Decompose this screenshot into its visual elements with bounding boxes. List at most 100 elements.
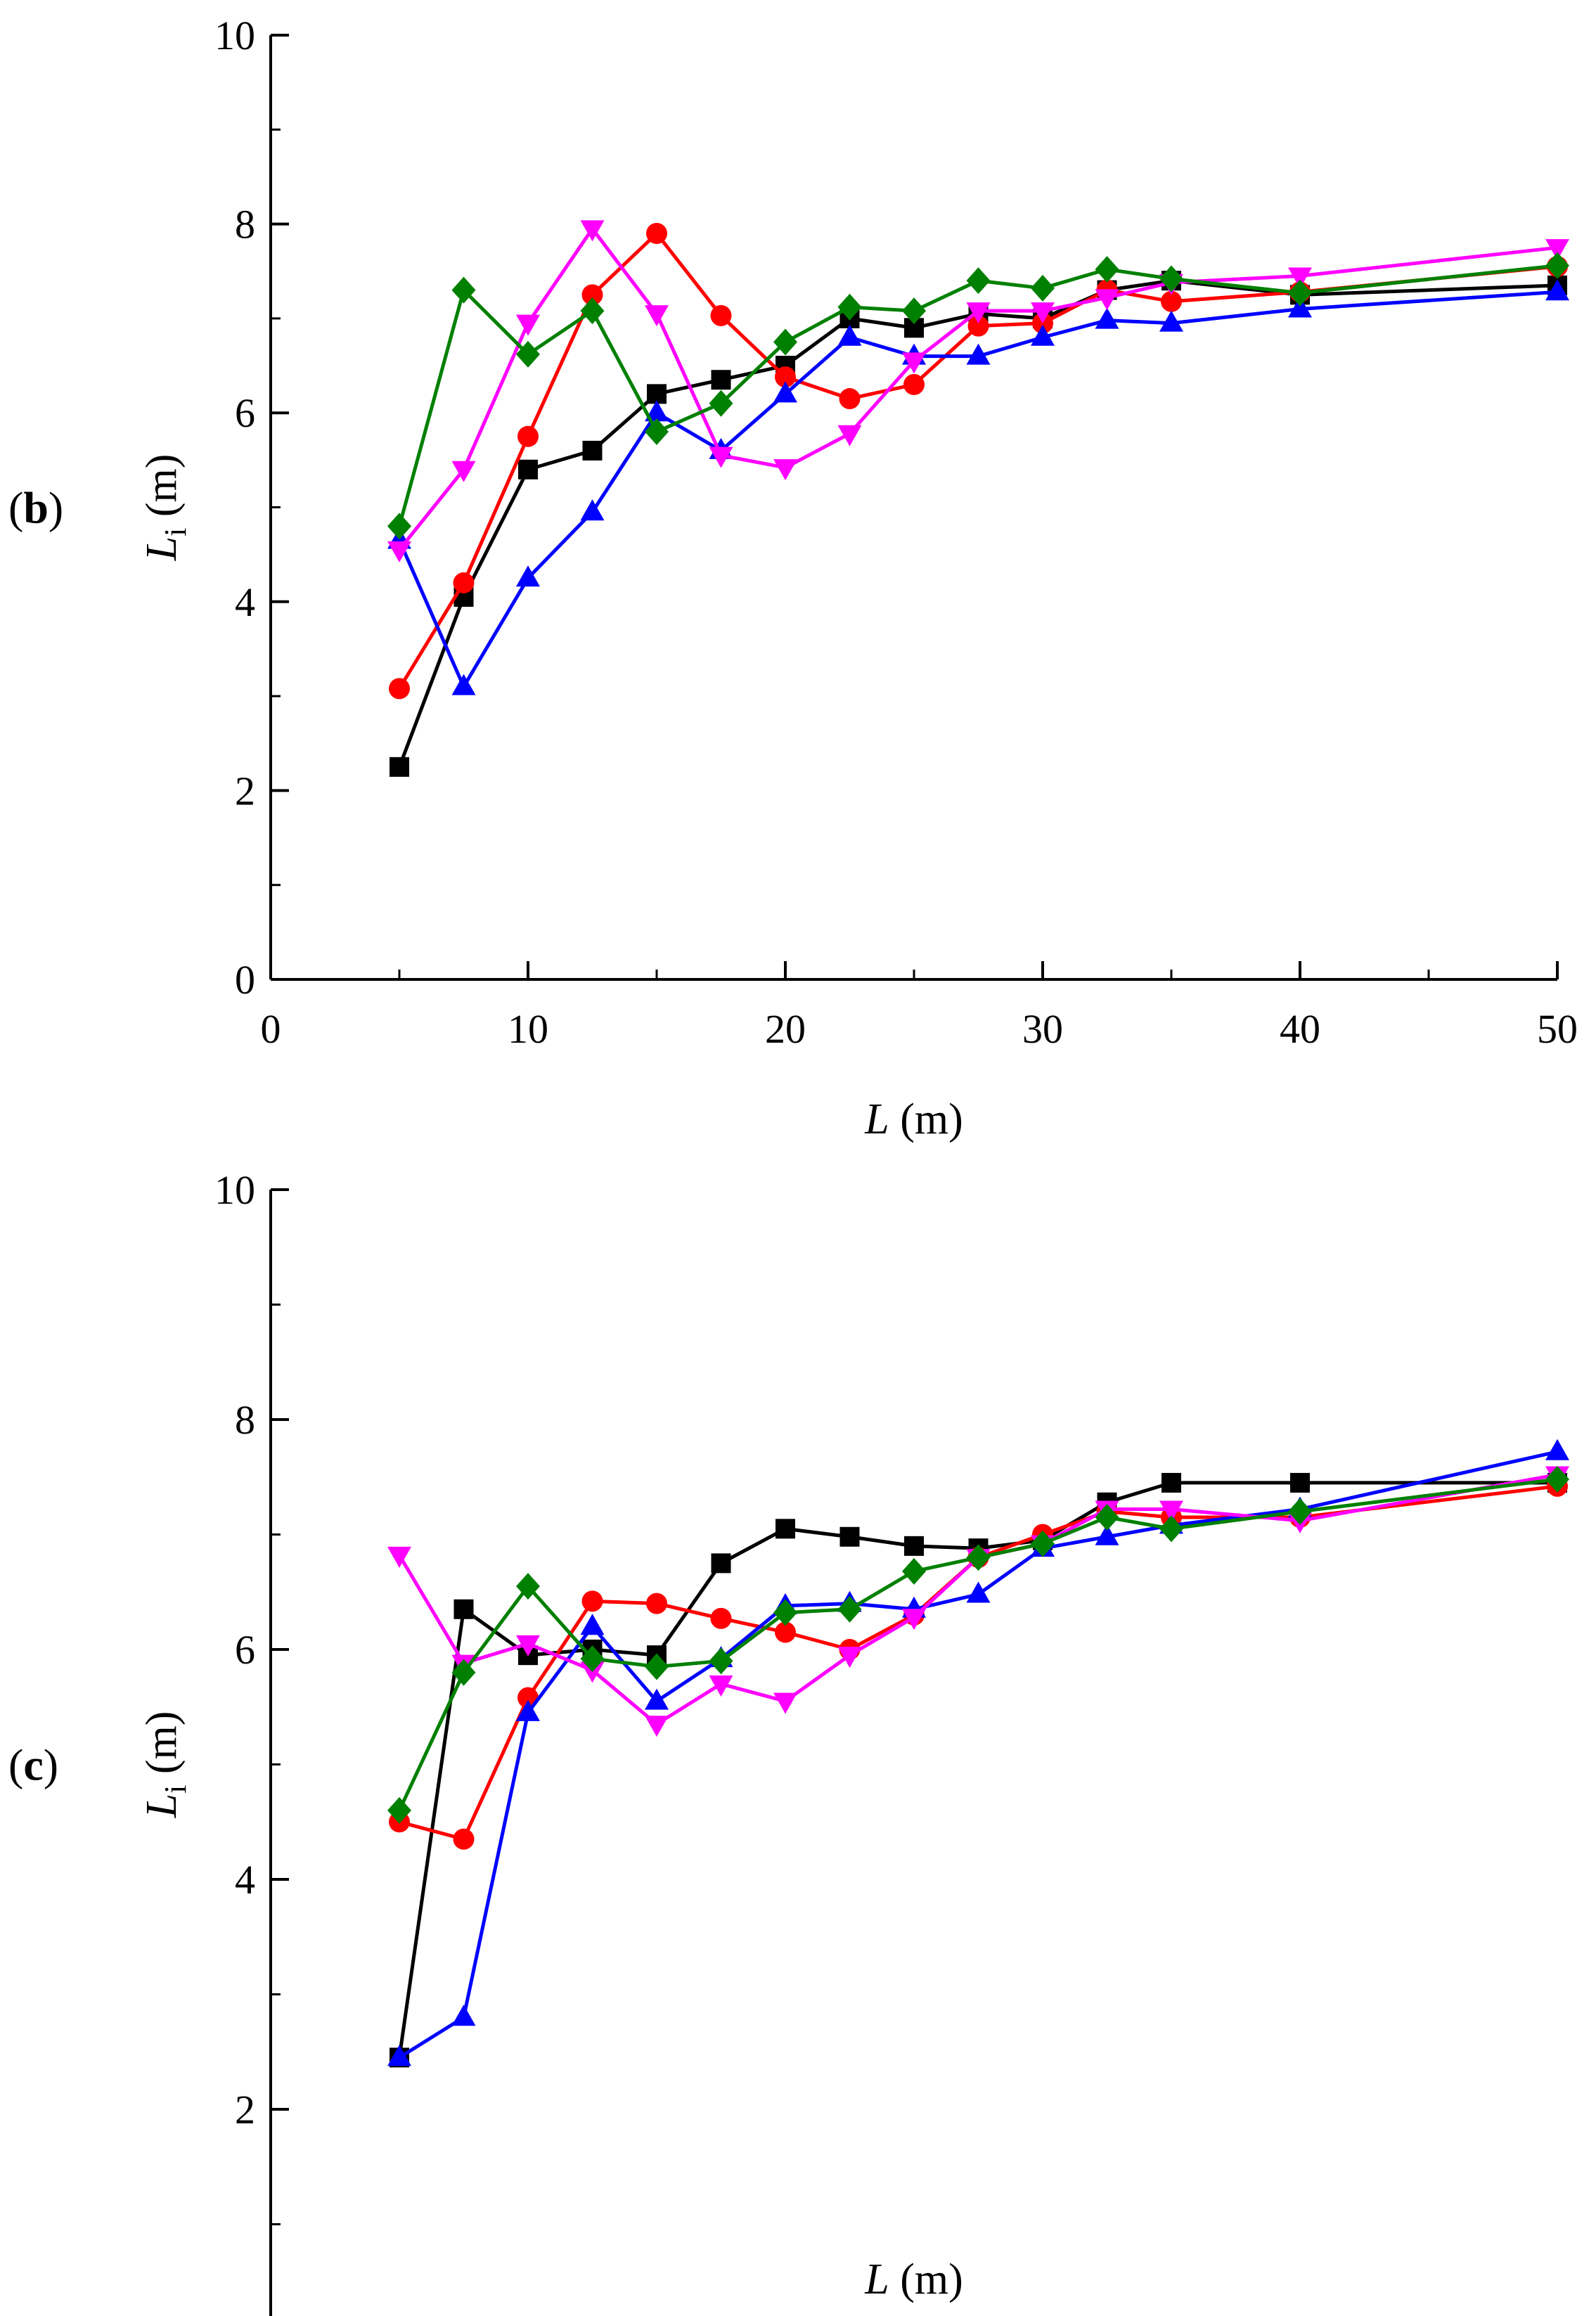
data-point-diamond xyxy=(773,1599,797,1626)
data-point-square xyxy=(390,757,409,777)
series-magenta-triangle-down xyxy=(387,220,1569,562)
data-point-triangle-up xyxy=(1095,307,1119,329)
data-point-triangle-up xyxy=(451,674,476,695)
series-red-circle xyxy=(389,223,1568,700)
data-point-diamond xyxy=(709,1647,733,1675)
data-point-triangle-up xyxy=(966,343,991,365)
data-point-triangle-up xyxy=(837,324,862,346)
data-point-diamond xyxy=(902,297,926,325)
data-point-diamond xyxy=(1545,252,1569,279)
data-point-triangle-down xyxy=(1288,267,1312,289)
data-point-square xyxy=(839,1526,860,1547)
y-axis-symbol: L xyxy=(138,536,186,561)
data-point-circle xyxy=(581,1590,603,1612)
x-axis-title: L (m) xyxy=(864,1095,963,1143)
data-point-square xyxy=(582,440,603,461)
y-tick-label: 6 xyxy=(235,1627,255,1673)
data-point-square xyxy=(1290,1472,1310,1493)
data-point-diamond xyxy=(709,390,733,417)
data-point-circle xyxy=(839,388,861,410)
x-tick-label: 10 xyxy=(508,1006,548,1052)
y-tick-label: 4 xyxy=(235,579,255,625)
y-tick-label: 8 xyxy=(235,1397,255,1443)
data-point-triangle-up xyxy=(516,1699,540,1721)
series-olive-diamond xyxy=(387,1466,1569,1824)
data-point-diamond xyxy=(645,418,669,446)
y-axis-symbol: L xyxy=(138,1794,186,1818)
panel-label-open: ( xyxy=(8,483,23,533)
data-point-circle xyxy=(710,1607,732,1629)
data-point-triangle-down xyxy=(773,1692,797,1714)
data-point-diamond xyxy=(387,513,411,540)
data-point-diamond xyxy=(1031,1530,1055,1557)
series-blue-triangle-up xyxy=(387,279,1569,695)
y-tick-label: 10 xyxy=(214,1167,255,1213)
data-point-diamond xyxy=(451,276,476,304)
data-point-triangle-down xyxy=(645,1716,669,1737)
data-point-triangle-up xyxy=(387,2045,411,2066)
data-point-triangle-down xyxy=(902,352,926,374)
data-point-triangle-down xyxy=(516,314,540,336)
data-point-triangle-down xyxy=(837,425,862,446)
x-axis-title: L (m) xyxy=(864,2256,963,2303)
data-point-triangle-down xyxy=(451,461,476,482)
data-point-triangle-down xyxy=(837,1647,862,1668)
panel-label-letter: b xyxy=(23,483,49,533)
data-point-diamond xyxy=(1288,279,1312,307)
data-point-circle xyxy=(903,373,925,395)
data-point-circle xyxy=(646,1593,667,1614)
data-point-triangle-down xyxy=(1545,239,1569,261)
x-tick-label: 20 xyxy=(765,1006,806,1052)
data-point-diamond xyxy=(1159,1515,1183,1543)
data-point-circle xyxy=(453,1828,475,1850)
x-axis-unit: (m) xyxy=(889,1095,963,1143)
data-point-triangle-down xyxy=(645,305,669,327)
panel-label-open: ( xyxy=(8,1740,23,1790)
data-point-diamond xyxy=(451,1659,476,1686)
y-tick-label: 6 xyxy=(235,390,255,436)
y-tick-label: 8 xyxy=(235,202,255,247)
series-olive-diamond xyxy=(387,252,1569,540)
data-point-triangle-down xyxy=(966,302,991,324)
data-point-triangle-up xyxy=(580,499,605,521)
data-point-triangle-up xyxy=(645,400,669,422)
y-axis-unit: (m) xyxy=(138,1711,186,1785)
data-point-triangle-down xyxy=(709,1675,733,1697)
data-point-triangle-down xyxy=(902,1609,926,1630)
data-point-diamond xyxy=(1159,265,1183,292)
data-point-circle xyxy=(710,304,732,326)
data-point-diamond xyxy=(645,1653,669,1680)
x-axis-symbol: L xyxy=(864,1095,889,1143)
x-tick-label: 30 xyxy=(1022,1006,1063,1052)
data-point-triangle-down xyxy=(387,1546,411,1568)
data-point-triangle-up xyxy=(1095,1524,1119,1545)
x-tick-label: 50 xyxy=(1537,1006,1578,1052)
y-axis-title: Li (m) xyxy=(138,454,193,562)
data-point-triangle-up xyxy=(1545,1439,1569,1460)
data-point-square xyxy=(518,459,538,480)
x-axis-unit: (m) xyxy=(889,2256,963,2303)
data-point-diamond xyxy=(516,340,540,368)
data-point-triangle-up xyxy=(1545,279,1569,301)
y-axis-unit: (m) xyxy=(138,454,186,528)
y-axis-subscript: i xyxy=(158,1785,193,1794)
data-point-triangle-up xyxy=(1159,310,1183,332)
data-point-square xyxy=(711,1553,731,1574)
data-point-triangle-up xyxy=(1288,296,1312,318)
data-point-diamond xyxy=(837,1595,862,1623)
data-point-triangle-down xyxy=(580,220,605,242)
data-point-triangle-down xyxy=(773,459,797,481)
data-point-triangle-up xyxy=(451,2005,476,2026)
panel-label-close: ) xyxy=(49,483,63,533)
panel-label-letter: c xyxy=(23,1740,43,1790)
data-point-triangle-down xyxy=(387,541,411,562)
data-point-circle xyxy=(775,1621,796,1643)
data-point-triangle-up xyxy=(966,1581,991,1603)
series-blue-triangle-up xyxy=(387,1439,1569,2066)
data-point-diamond xyxy=(580,297,605,325)
y-tick-label: 4 xyxy=(235,1857,255,1903)
data-point-square xyxy=(1161,1472,1181,1493)
data-point-circle xyxy=(389,678,410,700)
